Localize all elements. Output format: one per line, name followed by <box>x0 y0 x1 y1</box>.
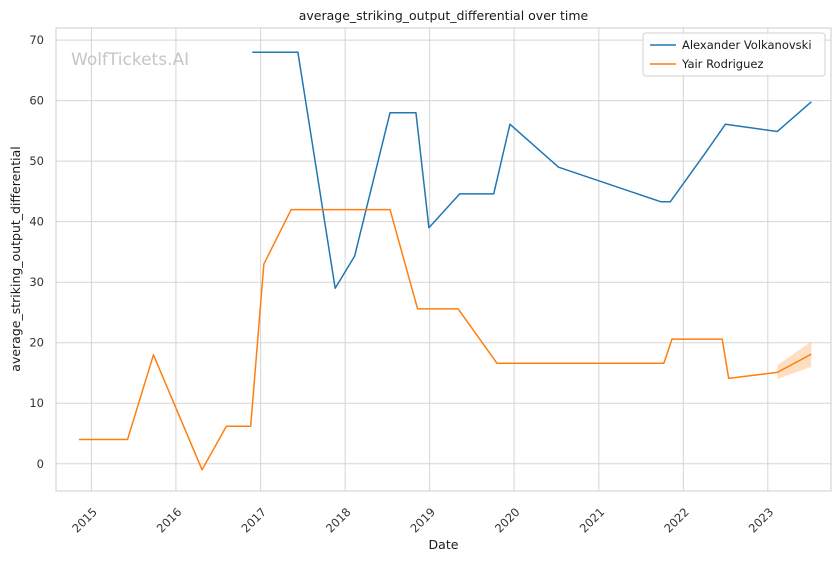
y-tick-label: 30 <box>29 275 44 289</box>
y-tick-label: 20 <box>29 336 44 350</box>
y-tick-label: 0 <box>37 457 44 471</box>
plot-area <box>55 27 832 492</box>
series-lines <box>78 51 812 471</box>
y-axis-title: average_striking_output_differential <box>8 146 23 371</box>
y-tick-label: 10 <box>29 396 44 410</box>
legend-label-rodriguez: Yair Rodriguez <box>681 57 764 71</box>
legend-label-volkanovski: Alexander Volkanovski <box>682 38 812 52</box>
y-tick-label: 50 <box>29 154 44 168</box>
confidence-bands <box>777 341 812 380</box>
y-tick-label: 60 <box>29 94 44 108</box>
watermark-text: WolfTickets.AI <box>71 50 189 70</box>
legend: Alexander Volkanovski Yair Rodriguez <box>642 32 826 77</box>
x-axis-title: Date <box>429 537 459 552</box>
series-line-1 <box>78 208 812 471</box>
legend-box <box>642 32 826 77</box>
chart-title: average_striking_output_differential ove… <box>299 8 589 23</box>
grid-lines <box>56 28 831 491</box>
y-tick-label: 70 <box>29 33 44 47</box>
y-tick-label: 40 <box>29 215 44 229</box>
confidence-band-1 <box>777 341 812 380</box>
series-line-0 <box>252 51 812 289</box>
y-axis-ticks: 0 10 20 30 40 50 60 70 <box>29 33 44 471</box>
